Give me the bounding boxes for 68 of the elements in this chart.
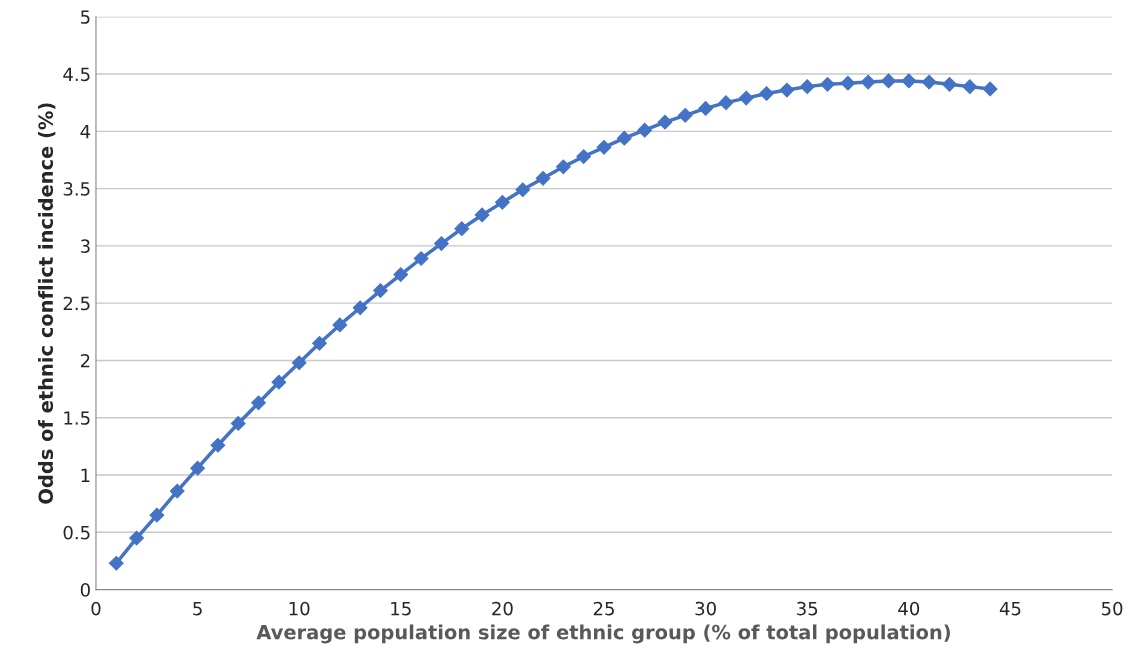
point bbox=[129, 530, 144, 546]
point bbox=[169, 483, 185, 499]
y-tick-label: 1.5 bbox=[64, 411, 90, 425]
y-tick-label: 2.5 bbox=[63, 296, 90, 311]
point bbox=[210, 437, 226, 453]
point bbox=[962, 79, 978, 95]
point bbox=[616, 130, 632, 146]
point bbox=[434, 236, 449, 251]
x-tick-label: 15 bbox=[391, 601, 411, 616]
point bbox=[474, 207, 490, 223]
y-tick-label: 0 bbox=[80, 583, 90, 597]
point bbox=[779, 82, 795, 98]
point bbox=[942, 76, 957, 92]
point bbox=[759, 86, 774, 101]
point bbox=[840, 75, 856, 91]
y-axis-title: Odds of ethnic conflict incidence (%) bbox=[38, 103, 56, 504]
point bbox=[718, 95, 734, 111]
point bbox=[799, 79, 815, 95]
point bbox=[332, 317, 348, 333]
point bbox=[535, 170, 551, 186]
point bbox=[820, 76, 835, 92]
x-tick-label: 50 bbox=[1101, 601, 1123, 616]
x-tick-label: 25 bbox=[593, 601, 614, 616]
point bbox=[251, 395, 266, 411]
point bbox=[454, 221, 470, 237]
y-tick-label: 4 bbox=[80, 125, 91, 139]
point bbox=[413, 251, 429, 266]
point bbox=[555, 159, 571, 175]
point bbox=[495, 194, 510, 210]
x-tick-label: 5 bbox=[193, 601, 202, 616]
point bbox=[373, 283, 388, 298]
point bbox=[738, 90, 754, 106]
x-tick-label: 40 bbox=[898, 601, 920, 616]
y-tick-label: 3 bbox=[80, 239, 90, 254]
point bbox=[149, 507, 165, 523]
point bbox=[596, 139, 612, 155]
point bbox=[881, 73, 896, 89]
point bbox=[271, 374, 287, 390]
y-tick-label: 4.5 bbox=[63, 67, 90, 82]
point bbox=[982, 81, 998, 97]
point bbox=[677, 107, 693, 123]
x-tick-label: 30 bbox=[695, 601, 716, 616]
x-tick-label: 10 bbox=[289, 601, 310, 616]
point bbox=[515, 182, 531, 198]
y-tick-label: 3.5 bbox=[63, 182, 90, 196]
point bbox=[860, 74, 876, 90]
x-axis-title: Average population size of ethnic group (% of total population) bbox=[256, 624, 950, 644]
point bbox=[108, 555, 124, 571]
x-tick-label: 0 bbox=[91, 601, 101, 616]
point bbox=[657, 114, 673, 130]
x-tick-label: 20 bbox=[492, 601, 513, 616]
y-tick-label: 2 bbox=[80, 353, 90, 368]
x-tick-label: 35 bbox=[797, 601, 818, 616]
y-tick-label: 0.5 bbox=[63, 525, 90, 540]
y-tick-label: 5 bbox=[81, 10, 90, 24]
x-tick-label: 45 bbox=[999, 601, 1021, 616]
point bbox=[291, 355, 307, 371]
point bbox=[901, 73, 917, 89]
y-tick-label: 1 bbox=[81, 468, 90, 482]
point bbox=[312, 335, 327, 351]
point bbox=[637, 122, 653, 138]
point bbox=[921, 74, 937, 90]
point bbox=[698, 101, 714, 116]
point bbox=[352, 300, 368, 316]
point bbox=[190, 460, 205, 476]
point bbox=[393, 267, 409, 282]
point bbox=[576, 149, 592, 164]
point bbox=[230, 416, 246, 431]
